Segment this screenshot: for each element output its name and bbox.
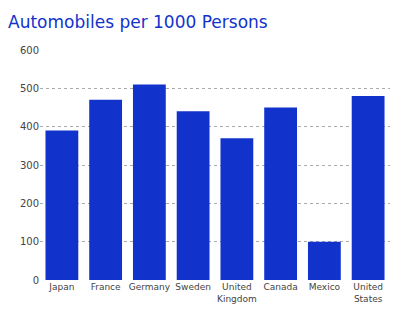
svg-text:France: France (91, 282, 121, 292)
svg-text:Sweden: Sweden (175, 282, 211, 292)
svg-text:200: 200 (20, 198, 39, 209)
svg-text:Japan: Japan (48, 282, 74, 292)
svg-text:Canada: Canada (264, 282, 298, 292)
svg-text:100: 100 (20, 236, 39, 247)
svg-text:300: 300 (20, 160, 39, 171)
svg-text:Automobiles per 1000 Persons: Automobiles per 1000 Persons (8, 12, 268, 32)
svg-text:500: 500 (20, 83, 39, 94)
svg-text:600: 600 (20, 45, 39, 56)
svg-text:UnitedStates: UnitedStates (353, 282, 383, 304)
svg-text:Germany: Germany (129, 282, 171, 292)
svg-text:UnitedKingdom: UnitedKingdom (217, 282, 257, 304)
svg-text:Mexico: Mexico (309, 282, 341, 292)
svg-text:400: 400 (20, 121, 39, 132)
svg-text:0: 0 (33, 275, 39, 286)
